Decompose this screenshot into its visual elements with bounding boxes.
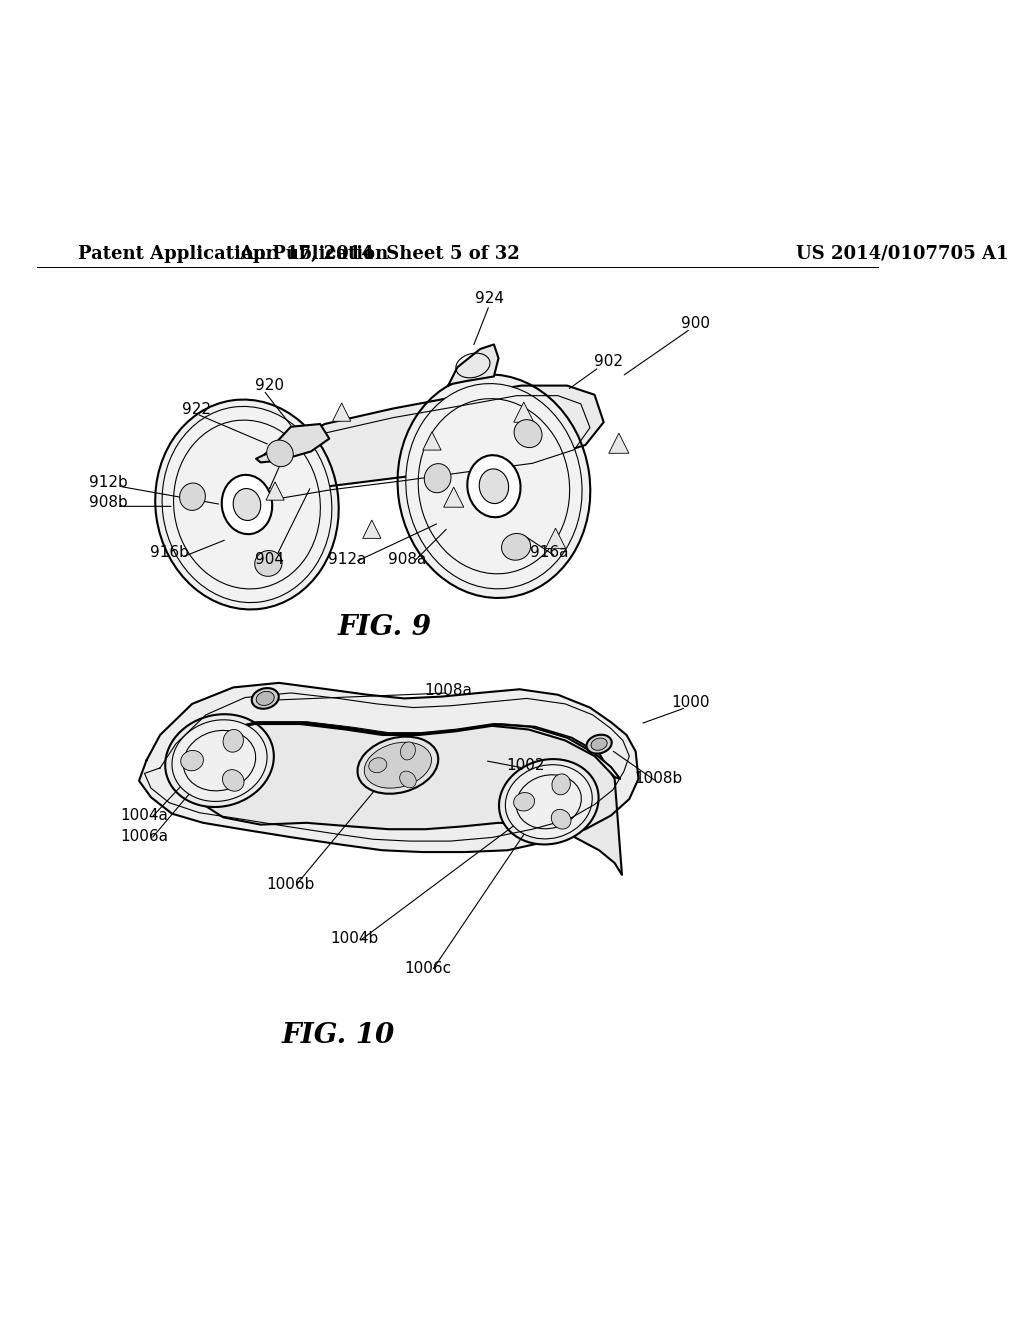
Text: 1006c: 1006c	[404, 961, 452, 975]
Ellipse shape	[255, 550, 282, 577]
Ellipse shape	[591, 738, 607, 750]
Ellipse shape	[424, 463, 451, 492]
Text: Patent Application Publication: Patent Application Publication	[78, 246, 388, 263]
Text: 916a: 916a	[529, 545, 568, 561]
Ellipse shape	[552, 774, 570, 795]
Ellipse shape	[180, 751, 204, 771]
Polygon shape	[183, 722, 622, 875]
Ellipse shape	[222, 475, 272, 535]
Text: 1008a: 1008a	[424, 682, 472, 698]
Ellipse shape	[223, 730, 244, 752]
Text: 1008b: 1008b	[635, 771, 683, 787]
Ellipse shape	[587, 735, 611, 754]
Ellipse shape	[357, 737, 438, 793]
Polygon shape	[362, 520, 381, 539]
Text: 1004a: 1004a	[121, 808, 169, 822]
Polygon shape	[333, 403, 351, 421]
Ellipse shape	[399, 771, 416, 788]
Ellipse shape	[365, 742, 431, 788]
Text: 916b: 916b	[150, 545, 188, 561]
Ellipse shape	[156, 400, 339, 610]
Text: 900: 900	[681, 315, 710, 331]
Ellipse shape	[514, 420, 542, 447]
Ellipse shape	[514, 792, 535, 810]
Text: 912b: 912b	[88, 475, 127, 490]
Polygon shape	[256, 424, 330, 462]
Polygon shape	[183, 722, 621, 779]
Ellipse shape	[165, 714, 273, 807]
Text: 924: 924	[475, 292, 504, 306]
Text: 1006a: 1006a	[121, 829, 169, 843]
Ellipse shape	[499, 759, 599, 845]
Ellipse shape	[479, 469, 509, 503]
Ellipse shape	[222, 770, 244, 791]
Polygon shape	[514, 403, 534, 422]
Text: 1006b: 1006b	[266, 876, 315, 891]
Ellipse shape	[406, 384, 582, 589]
Ellipse shape	[502, 533, 530, 560]
Text: 902: 902	[594, 354, 623, 370]
Ellipse shape	[467, 455, 520, 517]
Polygon shape	[546, 528, 565, 548]
Ellipse shape	[551, 809, 571, 829]
Ellipse shape	[266, 440, 293, 467]
Polygon shape	[252, 385, 604, 495]
Ellipse shape	[179, 483, 206, 511]
Ellipse shape	[506, 764, 592, 840]
Ellipse shape	[397, 375, 590, 598]
Text: FIG. 10: FIG. 10	[282, 1022, 395, 1048]
Text: FIG. 9: FIG. 9	[337, 615, 431, 642]
Ellipse shape	[172, 719, 267, 801]
Polygon shape	[423, 432, 441, 450]
Text: 904: 904	[255, 552, 285, 566]
Polygon shape	[139, 682, 638, 853]
Text: 908a: 908a	[388, 552, 426, 566]
Polygon shape	[266, 482, 285, 500]
Ellipse shape	[233, 488, 261, 520]
Text: 1002: 1002	[507, 758, 545, 772]
Text: 908b: 908b	[88, 495, 127, 510]
Ellipse shape	[400, 742, 416, 760]
Text: 920: 920	[255, 378, 285, 393]
Polygon shape	[443, 487, 464, 507]
Text: 922: 922	[182, 401, 211, 417]
Text: US 2014/0107705 A1: US 2014/0107705 A1	[796, 246, 1009, 263]
Polygon shape	[449, 345, 499, 385]
Ellipse shape	[162, 407, 332, 603]
Text: Apr. 17, 2014  Sheet 5 of 32: Apr. 17, 2014 Sheet 5 of 32	[240, 246, 520, 263]
Polygon shape	[609, 433, 629, 453]
Text: 912a: 912a	[329, 552, 367, 566]
Text: 1004b: 1004b	[331, 931, 379, 945]
Ellipse shape	[256, 692, 274, 705]
Text: 1000: 1000	[672, 696, 710, 710]
Ellipse shape	[252, 688, 279, 709]
Ellipse shape	[369, 758, 387, 772]
